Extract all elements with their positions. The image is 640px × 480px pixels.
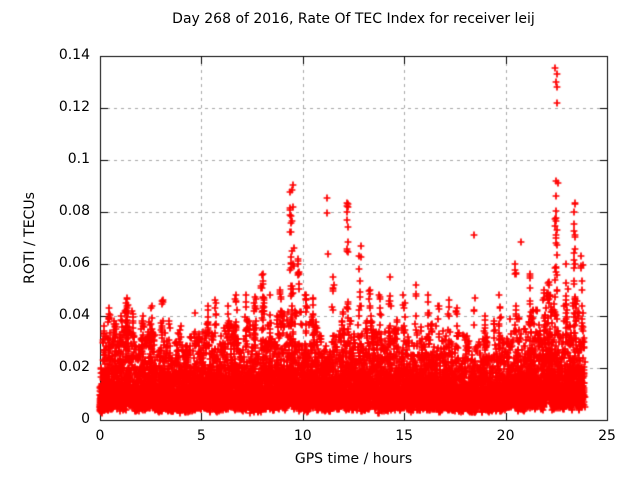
y-tick-label: 0.08 (58, 203, 90, 219)
x-tick-label: 25 (598, 428, 616, 444)
x-axis-label: GPS time / hours (294, 451, 413, 467)
y-tick-label: 0.12 (58, 99, 90, 115)
x-tick-label: 15 (395, 428, 414, 444)
y-tick-label: 0.06 (58, 255, 90, 271)
y-tick-label: 0 (81, 411, 90, 427)
x-tick-label: 0 (95, 428, 105, 444)
y-tick-label: 0.1 (67, 151, 90, 167)
x-tick-label: 5 (196, 428, 206, 444)
chart-title: Day 268 of 2016, Rate Of TEC Index for r… (172, 11, 535, 27)
x-tick-label: 10 (293, 428, 312, 444)
y-tick-label: 0.02 (58, 359, 90, 375)
y-tick-label: 0.14 (58, 47, 90, 63)
x-tick-label: 20 (496, 428, 515, 444)
y-tick-label: 0.04 (58, 307, 90, 323)
